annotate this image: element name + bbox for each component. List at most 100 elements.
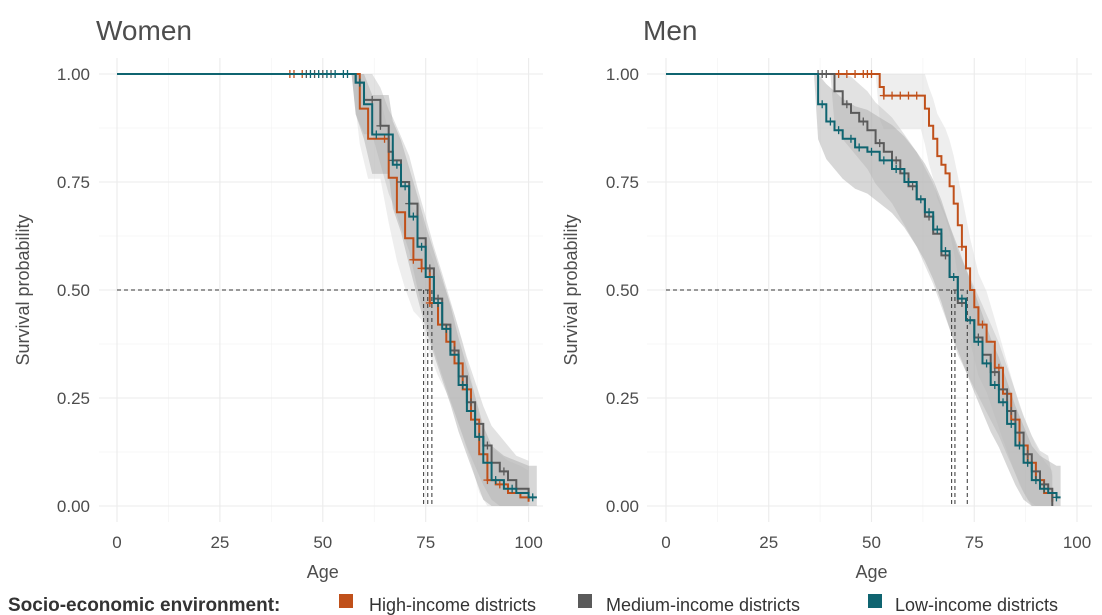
y-tick-label: 0.75 [57,173,90,192]
censor-mark [888,91,897,100]
censor-mark [949,273,958,282]
panel-title: Men [643,15,697,46]
censor-mark [859,117,868,126]
censor-mark [842,70,851,78]
y-tick-label: 0.25 [606,389,639,408]
censor-mark [834,70,843,78]
y-axis-title: Survival probability [561,214,581,365]
axis-ticks: 0.00 0.25 0.50 0.75 1.00 0 25 50 75 100 [606,65,1091,552]
x-tick-label: 75 [416,533,435,552]
censor-mark [904,91,913,100]
censor-mark [1015,441,1024,450]
legend-swatch-medium [578,594,592,608]
censor-mark [912,91,921,100]
x-tick-label: 50 [862,533,881,552]
censor-mark [376,121,385,130]
censor-mark [442,324,451,333]
censor-mark [1031,476,1040,485]
censor-mark [846,134,855,143]
censor-mark [499,467,508,476]
censor-mark [978,320,987,329]
x-tick-label: 0 [112,533,121,552]
censor-mark [343,70,352,78]
censor-mark [392,160,401,169]
censor-mark [434,298,443,307]
censor-mark [974,337,983,346]
censor-mark [528,493,537,502]
x-tick-label: 50 [313,533,332,552]
x-tick-label: 25 [759,533,778,552]
y-tick-label: 0.25 [57,389,90,408]
censor-mark [1007,419,1016,428]
legend-label-high: High-income districts [369,595,536,615]
survival-curves [666,70,1061,506]
panel-title: Women [96,15,192,46]
censor-mark [314,70,323,78]
censor-mark [495,480,504,489]
y-tick-label: 1.00 [57,65,90,84]
censor-mark [933,225,942,234]
panel-women: Women 0.00 0.25 0.50 0.75 1.00 0 25 50 75 100 Age Su… [13,15,543,582]
censor-mark [896,91,905,100]
censor-mark [355,78,364,87]
y-tick-label: 1.00 [606,65,639,84]
y-tick-label: 0.75 [606,173,639,192]
censor-mark [892,156,901,165]
censor-mark [867,147,876,156]
censor-mark [1052,493,1061,502]
y-tick-label: 0.00 [57,497,90,516]
legend-swatch-high [339,594,353,608]
censor-mark [925,208,934,217]
censor-mark [372,130,381,139]
censor-mark [990,381,999,390]
censor-mark [475,432,484,441]
censor-mark [875,139,884,148]
legend-title: Socio-economic environment: [8,595,280,615]
censor-mark [990,368,999,377]
censor-mark [458,381,467,390]
censor-mark [1023,450,1032,459]
censor-mark [450,346,459,355]
legend: Socio-economic environment: High-income … [8,594,1058,615]
confidence-band-low-income-districts [666,74,1061,506]
censor-mark [368,95,377,104]
median-reference-lines [666,289,968,506]
legend-swatch-low [868,594,882,608]
censor-mark [483,476,492,485]
censor-mark [957,242,966,251]
censor-mark [957,294,966,303]
censor-mark [1023,458,1032,467]
censor-mark [879,156,888,165]
censor-mark [425,298,434,307]
x-tick-label: 25 [210,533,229,552]
censor-mark [879,91,888,100]
censor-mark [306,70,315,78]
y-tick-label: 0.00 [606,497,639,516]
censor-mark [966,316,975,325]
legend-label-low: Low-income districts [895,595,1058,615]
censor-mark [417,264,426,273]
censor-mark [826,117,835,126]
censor-mark [1040,484,1049,493]
x-tick-label: 0 [661,533,670,552]
censor-mark [941,247,950,256]
censor-mark [425,264,434,273]
censor-mark [491,476,500,485]
censor-mark [409,255,418,264]
censor-mark [908,182,917,191]
censor-mark [842,100,851,109]
censor-mark [982,359,991,368]
x-axis-title: Age [855,562,887,582]
censor-mark [916,195,925,204]
confidence-band-high-income-districts [666,74,1053,506]
censor-mark [994,363,1003,372]
survival-curves [117,70,537,502]
censor-mark [417,242,426,251]
censor-mark [834,126,843,135]
legend-label-medium: Medium-income districts [606,595,800,615]
censor-mark [331,70,340,78]
censor-mark [409,212,418,221]
y-axis-title: Survival probability [13,214,33,365]
